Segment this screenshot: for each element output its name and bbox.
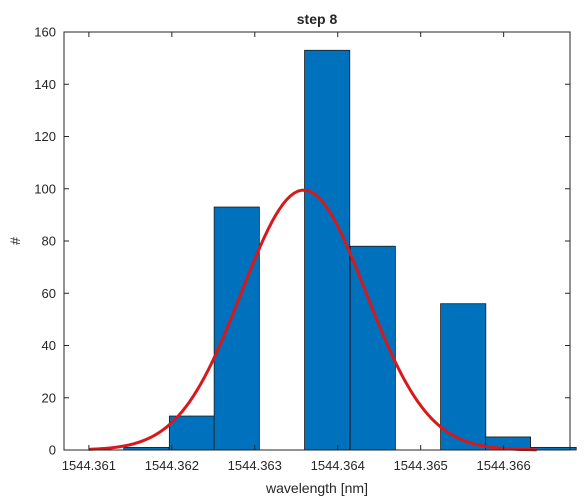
- x-tick-label: 1544.365: [394, 458, 448, 473]
- y-tick-label: 0: [49, 443, 56, 458]
- y-tick-label: 120: [34, 129, 56, 144]
- y-tick-label: 80: [42, 234, 56, 249]
- y-tick-label: 160: [34, 25, 56, 40]
- histogram-bars: [123, 49, 577, 451]
- histogram-bar: [168, 415, 215, 451]
- y-tick-label: 60: [42, 286, 56, 301]
- y-axis-label: #: [7, 237, 23, 245]
- x-tick-label: 1544.364: [311, 458, 365, 473]
- chart-title: step 8: [297, 11, 338, 27]
- axis-ticks: 1544.361 1544.362 1544.363 1544.364 1544.365…: [34, 25, 570, 473]
- gaussian-fit-curve: [88, 188, 537, 452]
- histogram-bar: [213, 206, 260, 451]
- histogram-bar: [304, 49, 351, 451]
- y-tick-label: 100: [34, 181, 56, 196]
- y-tick-label: 20: [42, 390, 56, 405]
- x-tick-label: 1544.361: [62, 458, 116, 473]
- x-tick-label: 1544.363: [228, 458, 282, 473]
- x-tick-label: 1544.366: [477, 458, 531, 473]
- x-axis-label: wavelength [nm]: [265, 480, 368, 496]
- y-tick-label: 40: [42, 338, 56, 353]
- histogram-bar: [440, 303, 487, 451]
- x-tick-label: 1544.362: [145, 458, 199, 473]
- y-tick-label: 140: [34, 77, 56, 92]
